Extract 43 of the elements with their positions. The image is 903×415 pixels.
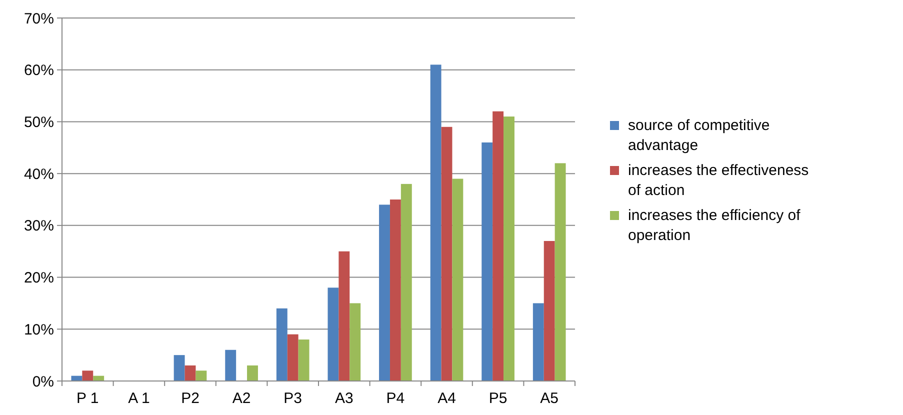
bar — [196, 370, 207, 381]
x-tick-label: P2 — [181, 390, 200, 407]
x-tick-label: P5 — [488, 390, 508, 407]
bar — [247, 365, 258, 381]
bar — [276, 308, 288, 381]
bar — [82, 370, 94, 381]
bar — [390, 200, 401, 381]
bar — [174, 355, 185, 381]
x-tick-label: A 1 — [128, 390, 150, 407]
bar — [504, 116, 514, 381]
bar — [441, 126, 452, 381]
bar — [492, 111, 504, 381]
y-tick-label: 40% — [24, 166, 54, 183]
y-tick-label: 60% — [24, 62, 54, 80]
bar — [184, 365, 196, 381]
y-tick-label: 70% — [24, 10, 54, 28]
bar — [482, 142, 493, 381]
bar — [379, 204, 390, 381]
y-tick-label: 0% — [32, 373, 54, 390]
bar — [430, 64, 442, 381]
x-tick-label: P3 — [284, 390, 302, 407]
y-tick-label: 30% — [24, 218, 54, 235]
bar — [328, 288, 339, 381]
bar — [287, 334, 298, 381]
x-tick-label: P4 — [386, 390, 405, 407]
x-tick-label: A5 — [540, 390, 559, 407]
bar — [544, 240, 555, 381]
x-tick-label: A3 — [334, 390, 354, 407]
bar — [400, 184, 412, 381]
y-tick-label: 20% — [24, 270, 54, 287]
bar — [532, 303, 544, 381]
legend-label: increases the efficiency of operation — [628, 207, 802, 244]
bar — [298, 340, 310, 381]
y-tick-label: 10% — [24, 321, 54, 338]
y-tick-label: 50% — [24, 114, 54, 131]
x-tick-label: A4 — [438, 390, 456, 407]
x-tick-label: P 1 — [76, 390, 99, 407]
bar — [225, 350, 236, 381]
bar — [338, 251, 350, 381]
bar — [350, 303, 361, 381]
bar — [452, 178, 464, 381]
x-tick-label: A2 — [232, 390, 251, 407]
bar — [554, 163, 566, 381]
